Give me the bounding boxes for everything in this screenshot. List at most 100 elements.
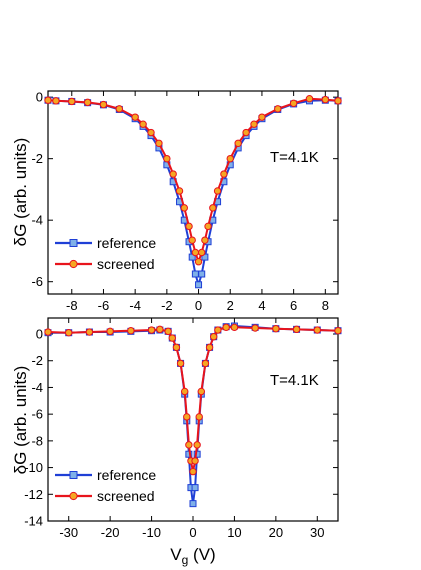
x-axis-label-main: V	[170, 545, 182, 564]
legend: reference screened	[55, 467, 156, 504]
y-tick-label: -2	[31, 353, 43, 368]
data-point-screened	[209, 204, 217, 212]
data-point-screened	[44, 96, 52, 104]
y-axis-label: δG (arb. units)	[11, 366, 30, 475]
data-point-screened	[194, 258, 203, 266]
data-point-screened	[251, 324, 259, 332]
y-tick-label: 0	[36, 327, 43, 342]
legend-label-reference: reference	[97, 235, 156, 251]
y-tick-label: -6	[31, 274, 43, 289]
x-tick-label: 8	[322, 298, 329, 313]
series-group	[44, 94, 342, 289]
data-point-screened	[195, 413, 203, 421]
data-point-screened	[230, 323, 239, 332]
legend-label-screened: screened	[97, 256, 155, 272]
y-tick-label: -10	[24, 460, 43, 475]
data-point-screened	[242, 128, 250, 137]
series-group	[44, 322, 342, 508]
data-point-screened	[147, 326, 156, 334]
data-point-screened	[334, 326, 342, 335]
top-panel: -8 -6 -4 -2 0 2 4 6 8 0 -2 -4 -6 T=4.1K reference scr…	[11, 90, 342, 313]
data-point-screened	[139, 120, 147, 128]
x-axis-label-unit: (V)	[188, 545, 215, 564]
data-point-screened	[181, 387, 189, 396]
data-point-screened	[155, 139, 163, 147]
data-point-reference	[189, 500, 197, 508]
x-tick-label: 20	[269, 525, 283, 540]
x-tick-label: -2	[161, 298, 173, 313]
legend-marker-screened	[69, 491, 78, 501]
data-point-screened	[44, 328, 52, 336]
data-point-screened	[197, 387, 205, 396]
legend-marker-screened	[69, 259, 78, 269]
data-point-screened	[292, 325, 301, 334]
data-point-screened	[220, 170, 228, 178]
x-tick-label: -30	[59, 525, 78, 540]
data-point-screened	[68, 97, 76, 106]
data-point-screened	[163, 154, 171, 163]
data-point-screened	[115, 105, 124, 113]
legend-marker-reference	[69, 239, 78, 247]
series-line-screened	[47, 97, 339, 265]
tick-group: -30 -20 -10 0 10 20 30 0 -2 -4 -6 -8 -10 -12 -14	[24, 318, 338, 540]
data-point-screened	[164, 327, 172, 336]
data-point-screened	[185, 222, 193, 231]
data-point-screened	[313, 326, 321, 334]
data-point-screened	[305, 94, 314, 103]
data-point-screened	[289, 99, 298, 108]
legend-label-reference: reference	[97, 467, 156, 483]
x-tick-label: 30	[310, 525, 324, 540]
y-axis-label: δG (arb. units)	[11, 138, 30, 247]
data-point-screened	[106, 327, 114, 336]
legend: reference screened	[55, 235, 156, 272]
data-point-screened	[172, 343, 181, 352]
x-tick-label: -8	[66, 298, 78, 313]
data-point-reference	[191, 484, 199, 492]
y-tick-label: -2	[31, 151, 43, 166]
y-tick-label: -6	[31, 407, 43, 422]
data-point-screened	[183, 413, 191, 421]
y-tick-label: 0	[36, 90, 43, 105]
data-point-screened	[168, 334, 176, 342]
x-tick-label: 0	[195, 298, 202, 313]
data-point-screened	[222, 323, 230, 332]
data-point-screened	[188, 236, 196, 244]
data-point-screened	[193, 441, 201, 449]
x-tick-label: 10	[227, 525, 241, 540]
data-point-screened	[321, 95, 330, 104]
x-tick-label: 2	[227, 298, 234, 313]
y-tick-label: -4	[31, 213, 43, 228]
data-point-screened	[147, 128, 155, 137]
plot-frame	[47, 90, 339, 295]
data-point-screened	[334, 97, 342, 105]
data-point-screened	[234, 139, 242, 147]
series-line-reference	[47, 99, 339, 289]
data-point-screened	[250, 120, 258, 128]
x-tick-label: -6	[98, 298, 110, 313]
data-point-screened	[191, 248, 200, 257]
data-point-screened	[201, 236, 209, 244]
data-point-screened	[185, 441, 193, 449]
x-tick-label: 0	[189, 525, 196, 540]
data-point-screened	[198, 248, 206, 257]
legend-marker-reference	[69, 471, 78, 479]
y-tick-label: -4	[31, 380, 43, 395]
series-line-screened	[47, 326, 339, 472]
data-point-screened	[169, 170, 177, 178]
data-point-screened	[226, 154, 234, 163]
data-point-screened	[213, 187, 222, 195]
y-tick-label: -14	[24, 514, 43, 529]
x-tick-label: -20	[101, 525, 120, 540]
series-line-reference	[48, 324, 339, 504]
data-point-screened	[191, 457, 199, 465]
data-point-screened	[83, 98, 92, 107]
data-point-screened	[127, 326, 135, 335]
x-axis-label-subscript: g	[182, 553, 189, 567]
data-point-reference	[198, 270, 206, 278]
data-point-screened	[272, 324, 280, 333]
data-point-screened	[99, 100, 108, 109]
data-point-screened	[201, 359, 210, 368]
x-tick-label: 4	[258, 298, 265, 313]
data-point-screened	[176, 359, 185, 368]
